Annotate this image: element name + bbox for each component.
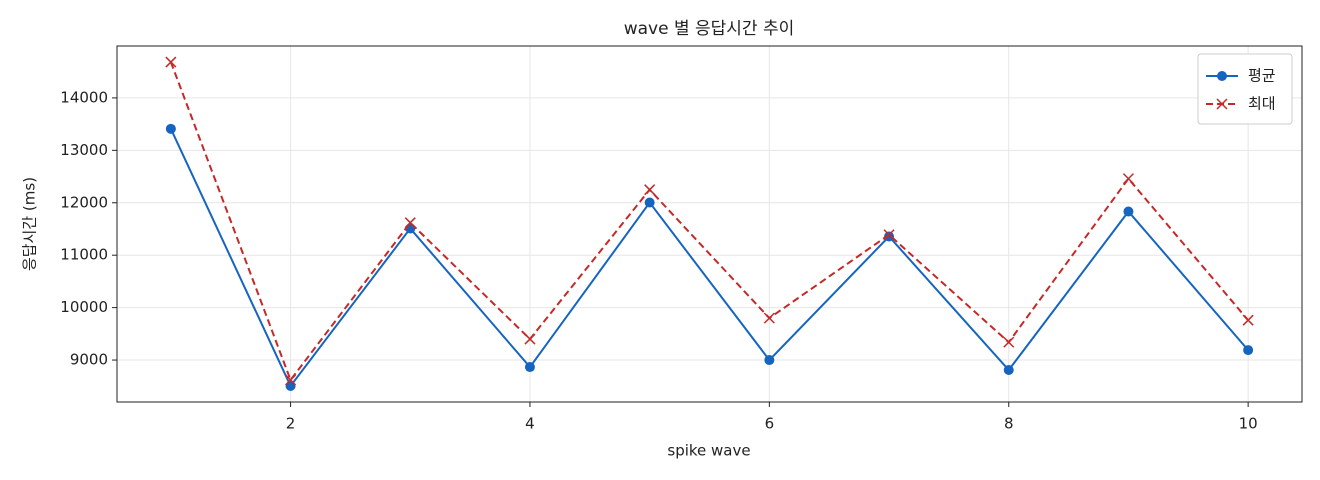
y-tick-label: 10000: [60, 298, 108, 316]
legend-box: [1197, 53, 1293, 125]
legend-marker: [1217, 71, 1227, 81]
point: [404, 217, 416, 229]
point: [883, 229, 895, 241]
legend-label: 최대: [1248, 95, 1276, 113]
point: [644, 184, 656, 196]
point: [1243, 345, 1254, 356]
point: [285, 374, 297, 386]
point: [1122, 173, 1134, 185]
point: [1123, 206, 1134, 217]
point: [1242, 314, 1254, 326]
x-tick-label: 8: [1004, 415, 1014, 433]
point: [644, 197, 655, 208]
x-tick-label: 6: [765, 415, 775, 433]
y-tick-label: 11000: [60, 246, 108, 264]
series-line: [169, 128, 1249, 388]
legend-marker: [1216, 98, 1228, 110]
point: [884, 231, 895, 242]
plot-frame: [116, 45, 1303, 403]
point: [764, 355, 775, 366]
point: [165, 123, 176, 134]
x-tick-label: 4: [525, 415, 535, 433]
point: [165, 56, 177, 68]
legend-label: 평균: [1248, 67, 1276, 85]
point: [1003, 336, 1015, 348]
y-tick-label: 12000: [60, 193, 108, 211]
y-tick-label: 14000: [60, 88, 108, 106]
series-line: [169, 61, 1249, 383]
point: [763, 312, 775, 324]
x-axis-label: spike wave: [667, 442, 750, 460]
x-tick-label: 10: [1239, 415, 1258, 433]
y-axis-label: 응답시간 (ms): [21, 177, 39, 271]
point: [1003, 365, 1014, 376]
y-tick-label: 13000: [60, 141, 108, 159]
chart-title: wave 별 응답시간 추이: [624, 19, 795, 39]
y-tick-label: 9000: [70, 351, 108, 369]
x-tick-label: 2: [286, 415, 296, 433]
point: [524, 362, 535, 373]
point: [524, 333, 536, 345]
